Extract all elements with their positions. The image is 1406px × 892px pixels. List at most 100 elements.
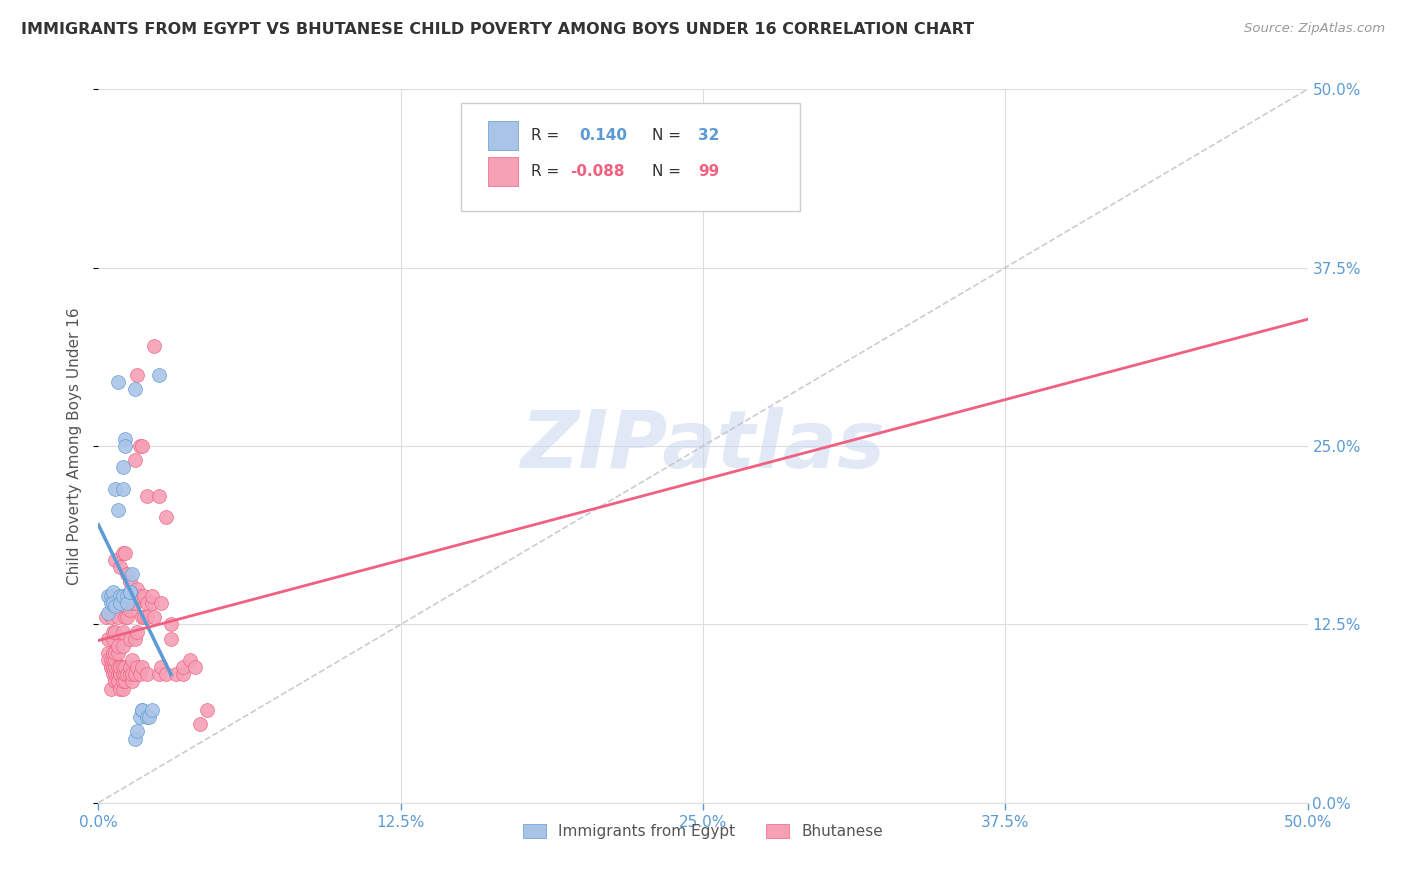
Point [111,660,134,674]
Legend: Immigrants from Egypt, Bhutanese: Immigrants from Egypt, Bhutanese [517,818,889,845]
Point [104,599,127,613]
Point [100,596,122,610]
Point [111,589,134,603]
Point [118,660,141,674]
Point [127,660,149,674]
Point [127,724,149,739]
Point [135,596,157,610]
Text: R =: R = [531,128,564,143]
Point [108,660,131,674]
Point [131,610,153,624]
Point [101,667,124,681]
Point [111,624,134,639]
Point [97,632,120,646]
Point [172,667,194,681]
Point [127,368,149,382]
Point [100,681,122,696]
Point [148,489,170,503]
Point [94,610,117,624]
Point [143,339,166,353]
Point [101,653,124,667]
Text: 0.140: 0.140 [579,128,627,143]
Point [131,703,153,717]
Point [107,674,129,689]
Point [104,667,127,681]
Point [107,674,129,689]
Point [148,667,170,681]
Point [124,382,146,396]
Text: N =: N = [652,128,686,143]
Text: R =: R = [531,164,564,178]
Point [97,606,120,620]
Point [101,584,124,599]
Point [117,596,139,610]
Point [104,624,127,639]
Point [121,674,143,689]
Point [155,667,177,681]
Point [118,667,141,681]
Point [150,660,173,674]
Point [124,453,146,467]
Point [107,610,129,624]
Point [101,596,124,610]
Point [107,639,129,653]
Point [108,589,131,603]
Point [117,567,139,582]
Text: 32: 32 [699,128,720,143]
Point [121,596,143,610]
Y-axis label: Child Poverty Among Boys Under 16: Child Poverty Among Boys Under 16 [67,307,83,585]
Point [114,610,136,624]
Point [141,703,163,717]
Point [121,567,143,582]
Point [117,589,139,603]
Point [100,610,122,624]
Point [108,681,131,696]
Point [195,703,218,717]
FancyBboxPatch shape [488,121,517,150]
Point [124,632,146,646]
Point [100,660,122,674]
Point [134,610,156,624]
Point [143,610,166,624]
Point [111,667,134,681]
Point [131,439,153,453]
Point [111,639,134,653]
Point [121,667,143,681]
Point [111,546,134,560]
Point [141,589,163,603]
Text: IMMIGRANTS FROM EGYPT VS BHUTANESE CHILD POVERTY AMONG BOYS UNDER 16 CORRELATION: IMMIGRANTS FROM EGYPT VS BHUTANESE CHILD… [21,22,974,37]
Point [104,482,127,496]
Point [114,546,136,560]
Point [160,617,183,632]
Point [127,582,149,596]
Point [104,653,127,667]
Point [97,653,120,667]
Point [124,731,146,746]
Point [150,596,173,610]
Point [118,584,141,599]
Point [101,632,124,646]
Point [128,589,150,603]
Point [108,660,131,674]
Point [141,596,163,610]
Point [124,667,146,681]
Point [114,439,136,453]
Point [97,646,120,660]
Point [100,589,122,603]
Point [118,574,141,589]
Point [107,375,129,389]
Point [107,660,129,674]
Point [131,660,153,674]
Point [111,482,134,496]
Point [108,596,131,610]
Point [121,653,143,667]
FancyBboxPatch shape [461,103,800,211]
Point [114,432,136,446]
Point [148,368,170,382]
Point [127,624,149,639]
Point [155,510,177,524]
Point [160,632,183,646]
Point [117,610,139,624]
Point [108,667,131,681]
Point [107,503,129,517]
